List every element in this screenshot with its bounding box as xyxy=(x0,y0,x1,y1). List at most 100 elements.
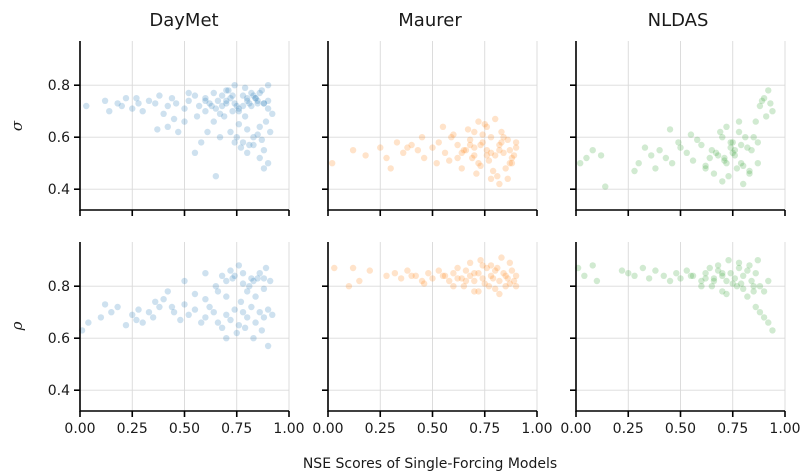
point xyxy=(748,277,755,285)
point xyxy=(435,267,442,274)
point xyxy=(391,270,399,277)
point xyxy=(212,283,220,290)
point xyxy=(264,342,272,350)
point xyxy=(122,322,130,329)
point xyxy=(487,262,495,269)
point xyxy=(733,283,741,290)
point xyxy=(264,306,272,313)
point xyxy=(740,162,747,169)
point xyxy=(719,272,726,279)
point xyxy=(496,277,503,285)
point xyxy=(260,285,268,292)
point xyxy=(246,283,253,290)
point xyxy=(168,95,176,102)
point xyxy=(250,335,257,342)
point xyxy=(85,319,92,326)
point xyxy=(383,154,390,162)
point xyxy=(191,290,199,298)
point xyxy=(418,277,426,285)
x-tick-label: 0.00 xyxy=(312,421,343,437)
point xyxy=(512,272,520,279)
point xyxy=(765,277,772,285)
point xyxy=(198,319,205,326)
point xyxy=(246,141,253,149)
point xyxy=(744,293,751,300)
point xyxy=(454,141,461,149)
point xyxy=(231,100,238,107)
point xyxy=(702,275,709,282)
point xyxy=(235,322,243,329)
point xyxy=(719,288,726,295)
point xyxy=(258,87,266,94)
point xyxy=(244,95,251,102)
point xyxy=(625,270,632,277)
point xyxy=(675,139,682,146)
point xyxy=(250,277,257,285)
point xyxy=(487,149,495,156)
point xyxy=(450,131,457,138)
point xyxy=(454,154,461,162)
point xyxy=(420,280,428,287)
x-tick-label: 1.00 xyxy=(769,421,800,437)
point xyxy=(439,123,447,130)
point xyxy=(512,139,520,146)
panel-r1-c2: 0.00 0.25 0.50 0.75 1.00 xyxy=(560,242,801,437)
point xyxy=(260,314,268,321)
point xyxy=(698,141,705,149)
point xyxy=(498,254,505,261)
point xyxy=(264,97,272,105)
panel-r0-c2 xyxy=(570,41,786,216)
point xyxy=(227,95,234,102)
point xyxy=(458,149,465,156)
point xyxy=(260,165,268,172)
point xyxy=(239,102,247,110)
point xyxy=(223,277,230,285)
point xyxy=(740,180,747,188)
point xyxy=(331,264,338,272)
point xyxy=(471,128,478,136)
point xyxy=(191,149,199,156)
panel-r1-c1: 0.00 0.25 0.50 0.75 1.00 xyxy=(312,242,553,437)
point xyxy=(408,141,415,149)
point xyxy=(101,97,109,105)
point xyxy=(227,316,234,324)
point xyxy=(210,309,217,316)
point xyxy=(260,100,268,107)
point xyxy=(512,144,520,151)
point xyxy=(185,89,192,97)
point xyxy=(446,277,453,285)
point xyxy=(446,157,453,164)
point xyxy=(483,123,491,130)
point xyxy=(170,309,178,316)
point xyxy=(393,139,401,146)
point xyxy=(666,126,674,133)
point xyxy=(233,102,240,110)
point xyxy=(750,283,757,290)
point xyxy=(429,275,436,282)
point xyxy=(737,141,745,149)
point xyxy=(673,270,680,277)
point xyxy=(129,105,136,112)
point xyxy=(237,144,245,151)
point xyxy=(244,288,251,295)
point xyxy=(345,283,353,290)
point xyxy=(454,264,461,272)
point xyxy=(721,157,728,164)
point xyxy=(500,134,507,141)
point xyxy=(492,152,499,159)
point xyxy=(145,97,153,105)
point xyxy=(756,283,764,290)
point xyxy=(260,100,268,107)
point xyxy=(710,277,718,285)
point xyxy=(481,121,488,128)
point xyxy=(740,272,747,279)
point xyxy=(454,275,461,282)
point xyxy=(729,280,736,287)
point xyxy=(227,128,234,136)
point xyxy=(202,108,209,115)
point xyxy=(160,110,167,118)
point xyxy=(492,285,499,292)
point xyxy=(264,105,272,112)
point xyxy=(133,95,140,102)
point xyxy=(639,264,647,272)
